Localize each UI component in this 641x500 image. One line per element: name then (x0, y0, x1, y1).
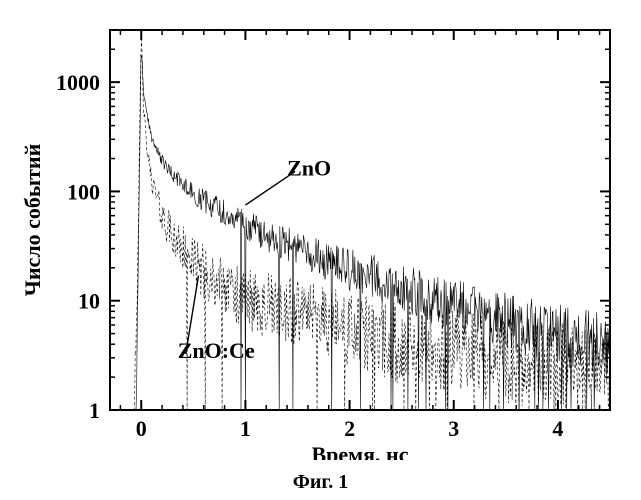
decay-chart: 0 1 2 3 4 1 10 100 1000 Время, нс Число событий ZnO… (0, 0, 641, 460)
svg-text:3: 3 (448, 416, 459, 441)
figure-caption: Фиг. 1 (0, 471, 641, 494)
svg-text:10: 10 (78, 289, 100, 314)
svg-text:Время, нс: Время, нс (311, 442, 408, 460)
svg-text:4: 4 (552, 416, 563, 441)
svg-text:1: 1 (89, 398, 100, 423)
svg-text:1: 1 (240, 416, 251, 441)
svg-text:ZnO: ZnO (287, 155, 331, 180)
svg-text:ZnO:Ce: ZnO:Ce (178, 338, 255, 363)
svg-text:0: 0 (136, 416, 147, 441)
svg-text:2: 2 (344, 416, 355, 441)
figure-1: 0 1 2 3 4 1 10 100 1000 Время, нс Число событий ZnO… (0, 0, 641, 500)
svg-text:100: 100 (67, 179, 100, 204)
svg-text:Число событий: Число событий (20, 143, 45, 296)
svg-text:1000: 1000 (56, 70, 100, 95)
